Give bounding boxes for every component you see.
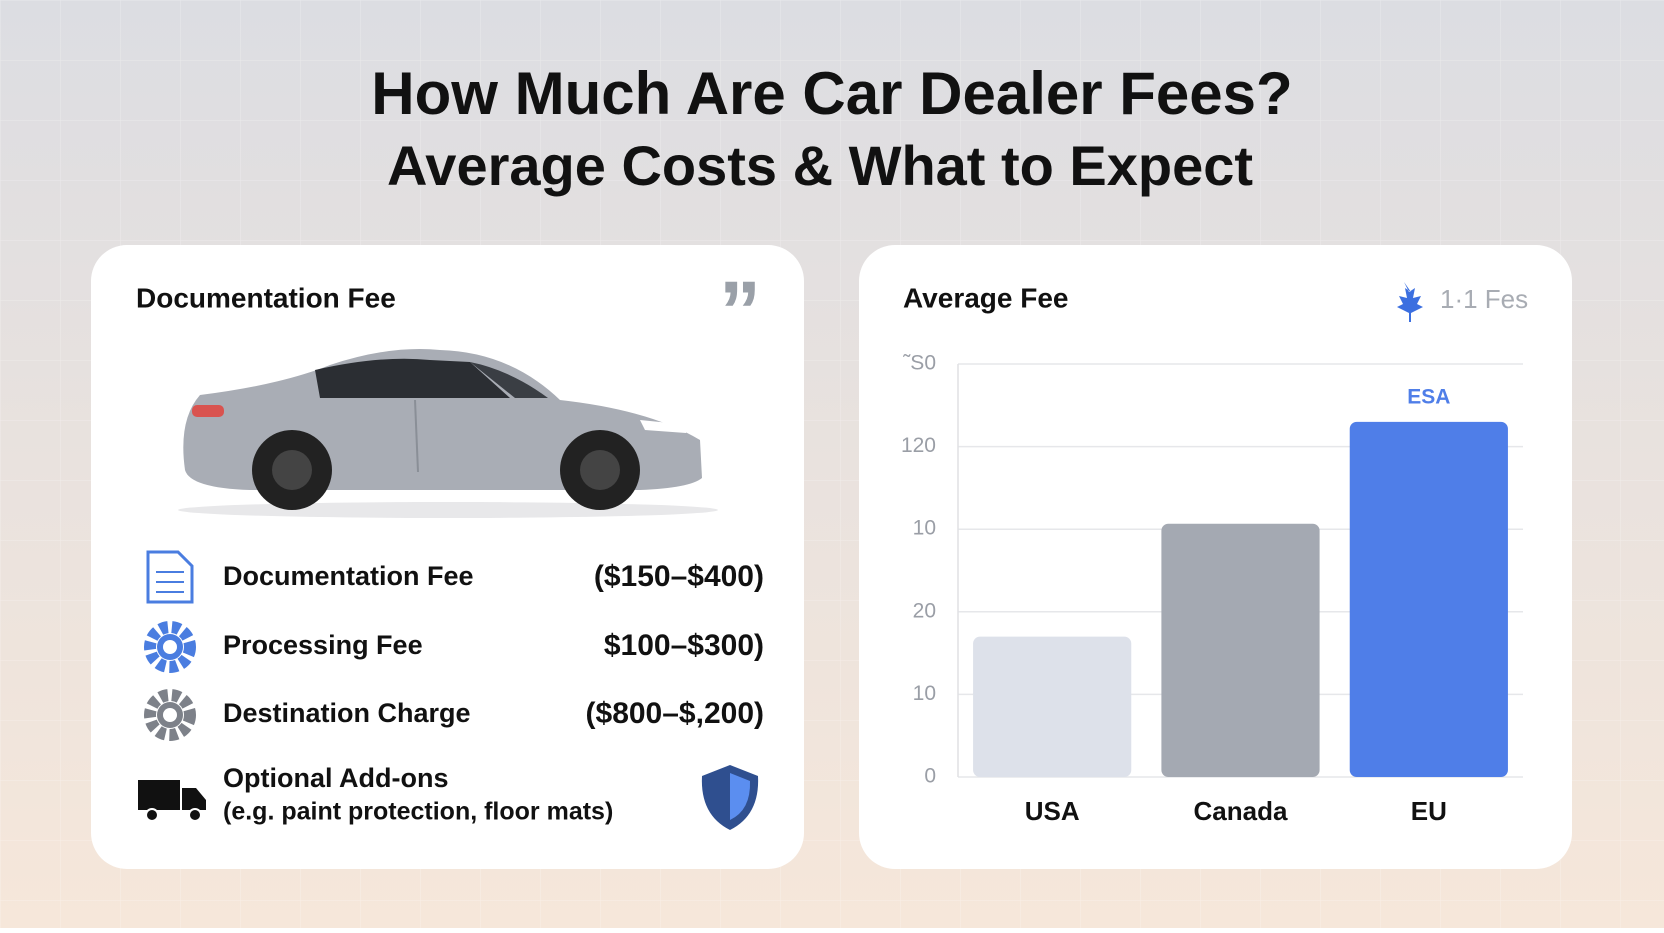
document-icon (146, 550, 194, 604)
item-amount: ($800–$,200) (586, 697, 764, 730)
bar (973, 636, 1132, 777)
quote-icon: ” (719, 264, 761, 358)
chart-title: Average Fee (903, 282, 1069, 313)
y-tick-label: ˜S0 (902, 352, 936, 375)
legend-icon (1397, 282, 1423, 322)
item-amount: $100–$300) (604, 629, 764, 662)
bar (1349, 421, 1508, 777)
card-heading: Documentation Fee (136, 282, 396, 313)
gear-icon (144, 621, 196, 673)
item-label: Documentation Fee (223, 561, 474, 591)
truck-icon (138, 780, 206, 822)
y-tick-label: 20 (913, 599, 936, 622)
item-note: (e.g. paint protection, floor mats) (223, 798, 613, 826)
x-tick-label: USA (1025, 796, 1080, 826)
item-amount: ($150–$400) (594, 560, 764, 593)
item-label: Processing Fee (223, 630, 423, 660)
shield-icon (701, 765, 759, 830)
legend-text: 1·1 Fes (1440, 284, 1528, 314)
annotation: ESA (1407, 385, 1450, 408)
y-tick-label: 10 (913, 517, 936, 540)
y-tick-label: 120 (901, 434, 936, 457)
item-label: Optional Add-ons (223, 763, 448, 793)
y-tick-label: 0 (924, 765, 936, 788)
bar (1161, 523, 1320, 777)
x-tick-label: Canada (1194, 796, 1288, 826)
gear-icon (144, 689, 196, 741)
y-tick-label: 10 (913, 682, 936, 705)
title: How Much Are Car Dealer Fees? (371, 60, 1292, 127)
title: Average Costs & What to Expect (387, 134, 1253, 197)
car-illustration (178, 349, 718, 518)
x-tick-label: EU (1411, 796, 1447, 826)
item-label: Destination Charge (223, 698, 471, 728)
